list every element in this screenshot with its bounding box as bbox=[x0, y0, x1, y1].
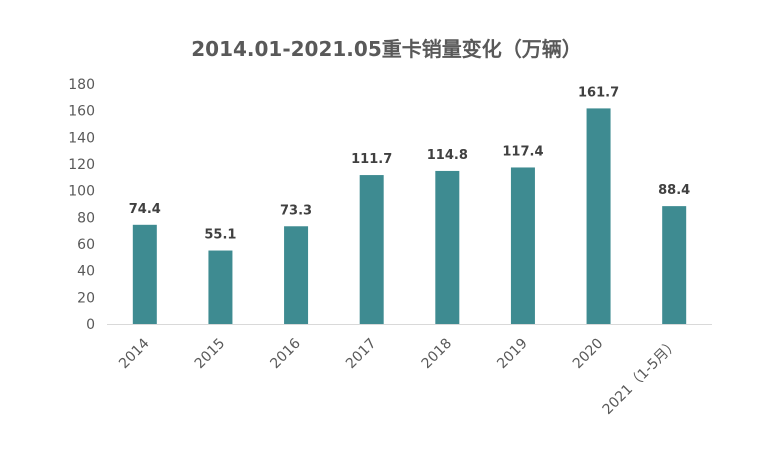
data-label: 88.4 bbox=[658, 183, 690, 198]
data-label: 114.8 bbox=[427, 148, 468, 163]
y-tick-label: 40 bbox=[77, 264, 95, 280]
y-tick-label: 140 bbox=[68, 130, 95, 146]
data-label: 55.1 bbox=[204, 228, 236, 243]
bar bbox=[435, 170, 460, 324]
y-tick-label: 60 bbox=[77, 237, 95, 253]
bar bbox=[359, 175, 384, 324]
x-tick-label: 2015 bbox=[192, 336, 229, 373]
y-axis: 0 20 40 60 80 100 120 140 160 180 bbox=[68, 77, 95, 333]
x-tick-label: 2017 bbox=[343, 336, 380, 373]
x-tick-label: 2018 bbox=[419, 336, 456, 373]
y-tick-label: 160 bbox=[68, 104, 95, 120]
bar bbox=[510, 167, 535, 324]
y-tick-label: 80 bbox=[77, 210, 95, 226]
y-tick-label: 180 bbox=[68, 77, 95, 93]
x-tick-label: 2020 bbox=[570, 336, 607, 373]
bars bbox=[132, 108, 687, 325]
bar bbox=[284, 226, 309, 324]
bar bbox=[662, 206, 687, 324]
data-label: 74.4 bbox=[129, 202, 161, 217]
y-tick-label: 0 bbox=[86, 317, 95, 333]
bar bbox=[586, 108, 611, 325]
y-tick-label: 20 bbox=[77, 290, 95, 306]
bar bbox=[132, 224, 157, 324]
y-tick-label: 100 bbox=[68, 184, 95, 200]
y-tick-label: 120 bbox=[68, 157, 95, 173]
data-labels: 74.4 55.1 73.3 111.7 114.8 117.4 161.7 88.4 bbox=[129, 85, 690, 242]
bar bbox=[208, 250, 233, 324]
data-label: 111.7 bbox=[351, 152, 392, 167]
x-tick-label: 2016 bbox=[267, 335, 304, 372]
x-tick-label: 2019 bbox=[494, 336, 531, 373]
data-label: 73.3 bbox=[280, 203, 312, 218]
data-label: 117.4 bbox=[502, 144, 543, 159]
chart-title: 2014.01-2021.05重卡销量变化（万辆） bbox=[191, 37, 582, 61]
data-label: 161.7 bbox=[578, 85, 619, 100]
x-tick-label: 2014 bbox=[116, 335, 153, 372]
x-tick-label: 2021（1-5月） bbox=[600, 336, 682, 418]
